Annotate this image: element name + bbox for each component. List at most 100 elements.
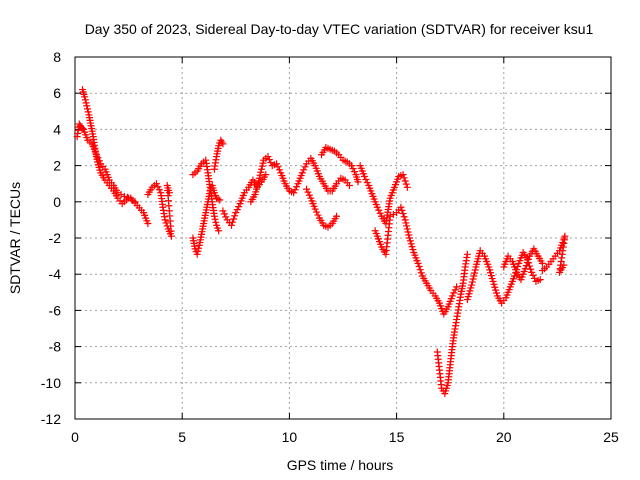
data-point [363, 178, 371, 186]
x-tick-label: 10 [282, 429, 298, 445]
data-point [399, 171, 407, 179]
data-point [314, 211, 322, 219]
data-point [453, 283, 461, 291]
series-ksu1-d [189, 182, 224, 258]
x-tick-label: 0 [71, 429, 79, 445]
data-point [403, 225, 411, 233]
y-tick-label: -4 [49, 266, 62, 282]
data-point [313, 208, 321, 216]
data-point [219, 140, 227, 148]
data-point [348, 162, 356, 170]
data-point [161, 216, 169, 224]
data-point [349, 165, 357, 173]
data-point [468, 281, 476, 289]
data-point [523, 258, 531, 266]
y-tick-label: 2 [53, 158, 61, 174]
data-point [231, 212, 239, 220]
data-point [417, 269, 425, 277]
data-point [531, 274, 539, 282]
data-point [451, 286, 459, 294]
data-point [470, 272, 478, 280]
data-point [399, 210, 407, 218]
y-tick-label: 8 [53, 49, 61, 65]
data-point [304, 188, 312, 196]
data-point [511, 272, 519, 280]
data-point [81, 96, 89, 104]
data-point [165, 189, 173, 197]
data-point [301, 163, 309, 171]
data-point [375, 206, 383, 214]
y-tick-labels: -12 -10 -8 -6 -4 -2 0 2 4 6 8 [41, 49, 61, 427]
series-ksu1-p [538, 232, 569, 276]
data-point [538, 259, 546, 267]
data-point [212, 218, 220, 226]
series-ksu1-h [247, 153, 353, 206]
data-point [232, 209, 240, 217]
data-point [400, 213, 408, 221]
data-point [219, 207, 227, 215]
series-ksu1-a [73, 120, 152, 228]
x-tick-label: 20 [496, 429, 512, 445]
data-point [560, 261, 568, 269]
x-axis-label: GPS time / hours [287, 457, 394, 473]
data-point [450, 289, 458, 297]
data-point [524, 255, 532, 263]
y-tick-label: 0 [53, 194, 61, 210]
x-tick-label: 15 [389, 429, 405, 445]
data-point [275, 166, 283, 174]
y-tick-label: -8 [49, 339, 62, 355]
data-point [84, 105, 92, 113]
data-point [373, 203, 381, 211]
y-tick-label: 4 [53, 121, 61, 137]
data-point [290, 189, 298, 197]
data-point [362, 175, 370, 183]
x-tick-label: 25 [603, 429, 619, 445]
data-point [222, 213, 230, 221]
data-point [152, 180, 160, 188]
data-point [345, 182, 353, 190]
series-ksu1-c [144, 180, 175, 240]
data-point [194, 247, 202, 255]
series-ksu1-i [303, 185, 341, 231]
data-point [259, 159, 267, 167]
data-point [235, 203, 243, 211]
series-ksu1-j [318, 144, 362, 186]
data-point [258, 165, 266, 173]
series-ksu1-b [79, 86, 139, 208]
data-point [228, 221, 236, 229]
y-axis-label: SDTVAR / TECUs [7, 182, 23, 294]
data-point [403, 222, 411, 230]
data-point [350, 168, 358, 176]
data-point [468, 278, 476, 286]
data-point [258, 162, 266, 170]
data-point [398, 206, 406, 214]
data-point [403, 183, 411, 191]
data-point [401, 177, 409, 185]
data-point [469, 275, 477, 283]
data-point [230, 215, 238, 223]
y-tick-label: -6 [49, 302, 62, 318]
series-ksu1-f [210, 136, 227, 173]
data-point [267, 159, 275, 167]
data-point [273, 160, 281, 168]
grid-lines [75, 57, 611, 419]
data-point [255, 174, 263, 182]
data-point [81, 93, 89, 101]
y-tick-label: -2 [49, 230, 62, 246]
data-point [162, 219, 170, 227]
data-point [471, 266, 479, 274]
data-point [463, 250, 471, 258]
data-point [293, 183, 301, 191]
data-point [470, 269, 478, 277]
data-point [154, 183, 162, 191]
series-ksu1-e [189, 156, 223, 235]
data-point [214, 195, 222, 203]
data-point [291, 186, 299, 194]
data-point [215, 227, 223, 235]
y-tick-label: -10 [41, 375, 61, 391]
data-point [360, 172, 368, 180]
data-point [257, 168, 265, 176]
data-points [73, 86, 569, 398]
data-point [298, 169, 306, 177]
data-point [79, 124, 87, 132]
